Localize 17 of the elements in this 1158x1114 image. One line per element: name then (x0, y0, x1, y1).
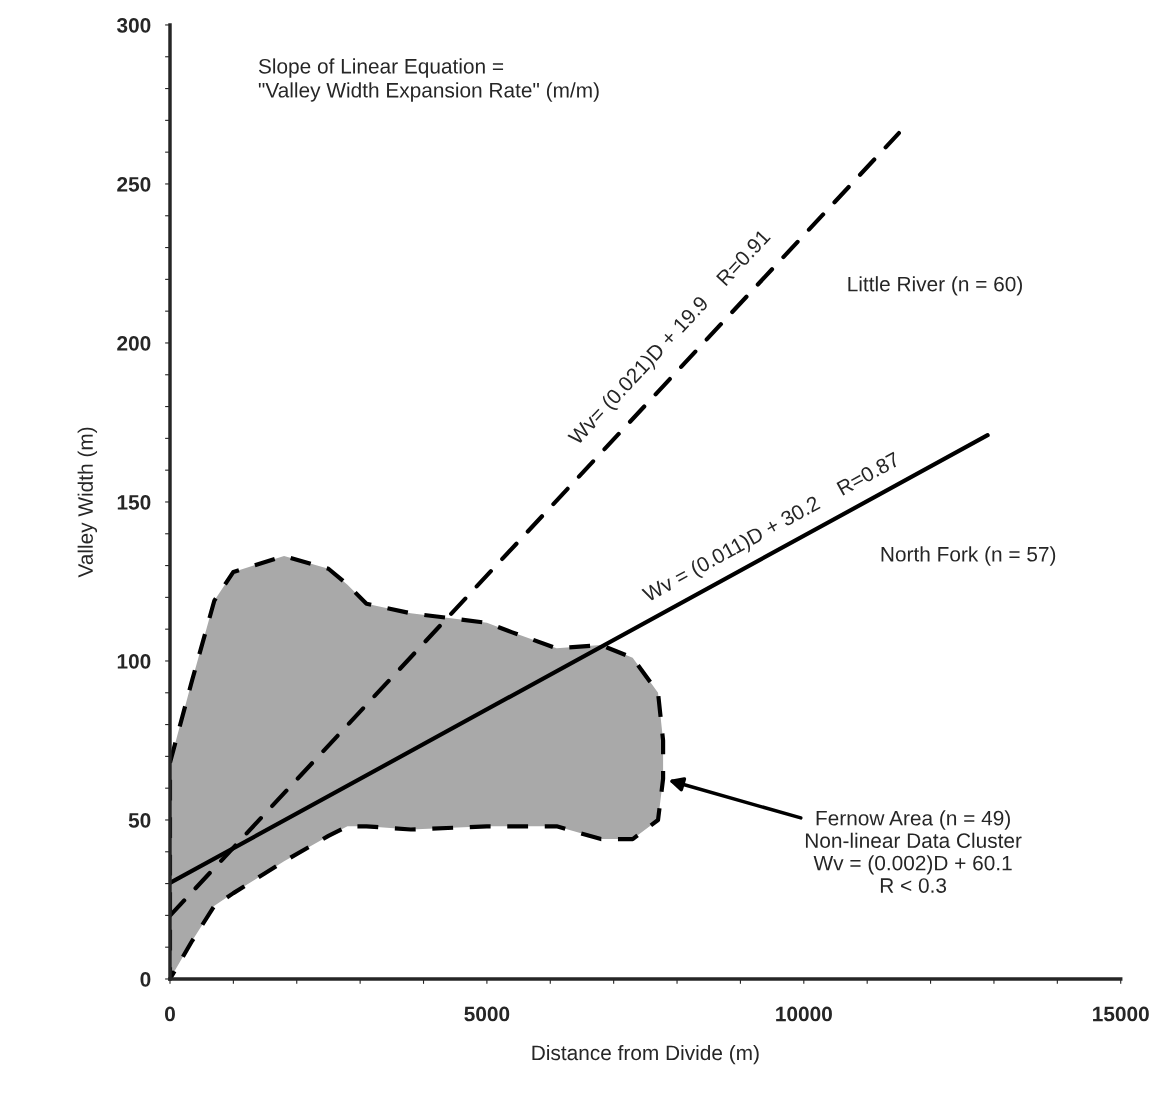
y-tick-label: 0 (140, 971, 151, 987)
text: Little River (n = 60) (848, 276, 1022, 296)
y-axis-title: Valley Width (m) (77, 427, 98, 578)
text: North Fork (n = 57) (881, 546, 1056, 566)
annotation: Slope of Linear Equation = "Valley Width Expansion Rate" (m/m) (258, 58, 599, 102)
y-tick-label: 150 (117, 494, 151, 510)
annotation: Fernow Area (n = 49) Non-linear Data Cluster Wv = (0.002)D + 60.1 R < 0.3 (805, 810, 1022, 893)
y-tick-label: 300 (116, 17, 151, 33)
y-tick-label: 200 (117, 335, 151, 351)
x-tick-label: 5000 (464, 1006, 510, 1022)
x-tick-label: 15000 (1093, 1006, 1149, 1022)
y-tick-label: 250 (117, 176, 151, 192)
x-tick-label: 10000 (776, 1006, 832, 1022)
x-axis-title: Distance from Divide (m) (532, 1044, 759, 1065)
y-tick-label: 50 (128, 812, 151, 828)
x-tick-label: 0 (165, 1006, 175, 1022)
y-tick-label: 100 (117, 653, 151, 669)
